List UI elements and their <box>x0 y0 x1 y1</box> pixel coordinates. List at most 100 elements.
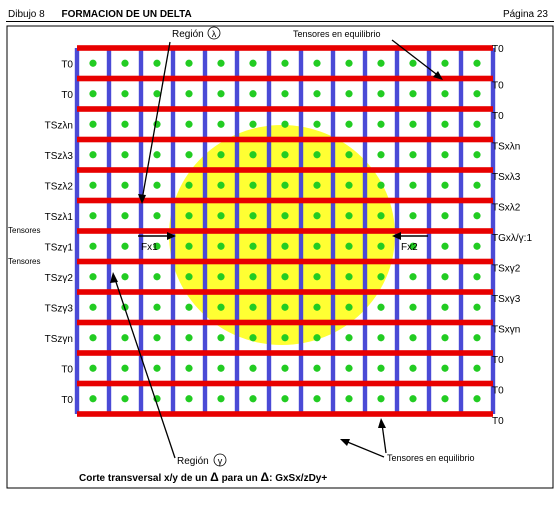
node-dot <box>441 212 449 220</box>
node-dot <box>185 212 193 220</box>
node-dot <box>281 59 289 67</box>
node-dot <box>121 59 129 67</box>
node-dot <box>153 303 161 311</box>
region-bottom-symbol: γ <box>218 456 223 466</box>
node-dot <box>185 181 193 189</box>
node-dot <box>473 364 481 372</box>
node-dot <box>473 334 481 342</box>
tension-bottom-arrowhead-left <box>340 439 350 446</box>
horizontal-bar <box>77 228 493 234</box>
left-row-label: TSzγ2 <box>45 273 74 284</box>
node-dot <box>377 120 385 128</box>
node-dot <box>313 364 321 372</box>
left-row-label: TSzγ1 <box>45 242 74 253</box>
node-dot <box>345 303 353 311</box>
node-dot <box>473 303 481 311</box>
node-dot <box>281 242 289 250</box>
node-dot <box>441 181 449 189</box>
node-dot <box>249 303 257 311</box>
node-dot <box>345 120 353 128</box>
horizontal-bar <box>77 289 493 295</box>
region-bottom-arrowhead <box>110 272 118 283</box>
right-bar-label: TGxλ/γ:1 <box>492 233 532 244</box>
node-dot <box>313 303 321 311</box>
node-dot <box>89 395 97 403</box>
right-bar-label: TSxγ2 <box>492 264 521 275</box>
node-dot <box>409 242 417 250</box>
node-dot <box>345 212 353 220</box>
node-dot <box>121 90 129 98</box>
region-top-arrow <box>141 41 171 201</box>
node-dot <box>473 90 481 98</box>
left-labels: T0 T0 TSzλn TSzλ3 TSzλ2 TSzλ1 TSzγ1 TSzγ2 TSzγ3 T… <box>45 59 74 406</box>
tension-top-arrowhead <box>433 71 443 80</box>
tension-top-arrow <box>391 39 441 78</box>
node-dot <box>185 90 193 98</box>
node-dot <box>409 303 417 311</box>
node-dot <box>217 90 225 98</box>
node-dot <box>409 273 417 281</box>
force-right-arrowhead <box>392 232 401 240</box>
node-dot <box>345 181 353 189</box>
node-dot <box>281 212 289 220</box>
tensores-prefix-bottom: Tensores <box>8 257 40 266</box>
caption-delta-1: Δ <box>210 470 219 484</box>
node-dot <box>313 59 321 67</box>
node-dot <box>281 334 289 342</box>
right-bar-label: T0 <box>492 416 504 427</box>
node-dot <box>217 364 225 372</box>
node-dot <box>249 59 257 67</box>
node-dot <box>89 303 97 311</box>
region-bottom-circle <box>213 453 227 467</box>
right-bar-label: TSxλ3 <box>492 172 521 183</box>
right-bar-label: TSxγ3 <box>492 294 521 305</box>
node-dot <box>377 151 385 159</box>
force-left-label: Fx1 <box>141 242 158 253</box>
node-dot <box>249 151 257 159</box>
node-dot <box>185 120 193 128</box>
node-dot <box>185 334 193 342</box>
node-dot <box>217 151 225 159</box>
node-dot <box>345 273 353 281</box>
node-dot <box>249 212 257 220</box>
node-dot <box>409 181 417 189</box>
node-dot <box>185 273 193 281</box>
node-dot <box>185 364 193 372</box>
node-dot <box>409 59 417 67</box>
node-dot <box>441 395 449 403</box>
node-dot <box>153 334 161 342</box>
node-dot <box>153 90 161 98</box>
node-dot <box>281 395 289 403</box>
node-dot <box>89 59 97 67</box>
node-dot <box>249 120 257 128</box>
node-dot <box>185 242 193 250</box>
page-number: Página 23 <box>502 9 548 20</box>
node-dot <box>281 273 289 281</box>
node-dot <box>377 303 385 311</box>
node-dot <box>409 364 417 372</box>
node-dot <box>441 120 449 128</box>
node-dot <box>409 90 417 98</box>
node-dot <box>441 59 449 67</box>
right-bar-label: TSxλn <box>492 142 520 153</box>
node-dots <box>89 59 481 403</box>
node-dot <box>121 151 129 159</box>
node-dot <box>89 151 97 159</box>
header-rule <box>6 21 554 22</box>
node-dot <box>217 395 225 403</box>
node-dot <box>249 181 257 189</box>
node-dot <box>217 334 225 342</box>
horizontal-bar <box>77 197 493 204</box>
node-dot <box>89 120 97 128</box>
node-dot <box>345 395 353 403</box>
node-dot <box>89 90 97 98</box>
node-dot <box>217 181 225 189</box>
node-dot <box>281 303 289 311</box>
node-dot <box>473 151 481 159</box>
node-dot <box>313 212 321 220</box>
tension-label-bottom: Tensores en equilibrio <box>387 453 475 463</box>
node-dot <box>217 59 225 67</box>
node-dot <box>217 242 225 250</box>
node-dot <box>153 273 161 281</box>
